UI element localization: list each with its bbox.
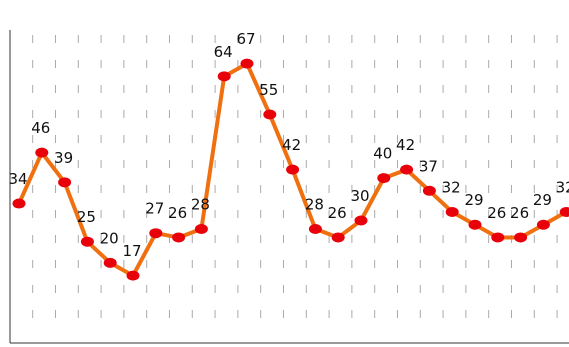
data-label: 26 bbox=[328, 204, 347, 222]
data-label: 32 bbox=[556, 179, 569, 197]
marker bbox=[103, 257, 117, 268]
data-label: 46 bbox=[31, 119, 50, 137]
marker bbox=[536, 219, 550, 230]
marker bbox=[80, 236, 94, 247]
marker bbox=[194, 223, 208, 234]
data-label: 55 bbox=[259, 81, 278, 99]
data-label: 27 bbox=[145, 200, 164, 218]
marker bbox=[149, 228, 163, 239]
marker bbox=[35, 147, 49, 158]
marker bbox=[331, 232, 345, 243]
data-label: 67 bbox=[236, 30, 255, 48]
marker bbox=[514, 232, 528, 243]
marker bbox=[126, 270, 140, 281]
marker bbox=[12, 198, 26, 209]
marker bbox=[58, 177, 72, 188]
data-label: 26 bbox=[168, 204, 187, 222]
data-label: 29 bbox=[464, 191, 483, 209]
marker bbox=[491, 232, 505, 243]
data-label: 26 bbox=[510, 204, 529, 222]
data-label: 17 bbox=[122, 242, 141, 260]
data-label: 28 bbox=[305, 195, 324, 213]
marker bbox=[559, 207, 569, 218]
marker bbox=[377, 173, 391, 184]
marker bbox=[354, 215, 368, 226]
marker bbox=[400, 164, 414, 175]
marker bbox=[286, 164, 300, 175]
marker bbox=[217, 71, 231, 82]
marker bbox=[468, 219, 482, 230]
marker bbox=[445, 207, 459, 218]
data-label: 64 bbox=[214, 43, 233, 61]
data-label: 34 bbox=[8, 170, 27, 188]
marker bbox=[422, 185, 436, 196]
marker bbox=[240, 58, 254, 69]
data-label: 30 bbox=[350, 187, 369, 205]
marker bbox=[308, 223, 322, 234]
data-label: 26 bbox=[487, 204, 506, 222]
data-label: 20 bbox=[100, 229, 119, 247]
data-label: 42 bbox=[396, 136, 415, 154]
data-label: 28 bbox=[191, 195, 210, 213]
data-label: 40 bbox=[373, 145, 392, 163]
data-label: 32 bbox=[442, 179, 461, 197]
data-label: 25 bbox=[77, 208, 96, 226]
data-label: 29 bbox=[533, 191, 552, 209]
marker bbox=[172, 232, 186, 243]
data-label: 39 bbox=[54, 149, 73, 167]
data-label: 42 bbox=[282, 136, 301, 154]
marker bbox=[263, 109, 277, 120]
data-label: 37 bbox=[419, 157, 438, 175]
